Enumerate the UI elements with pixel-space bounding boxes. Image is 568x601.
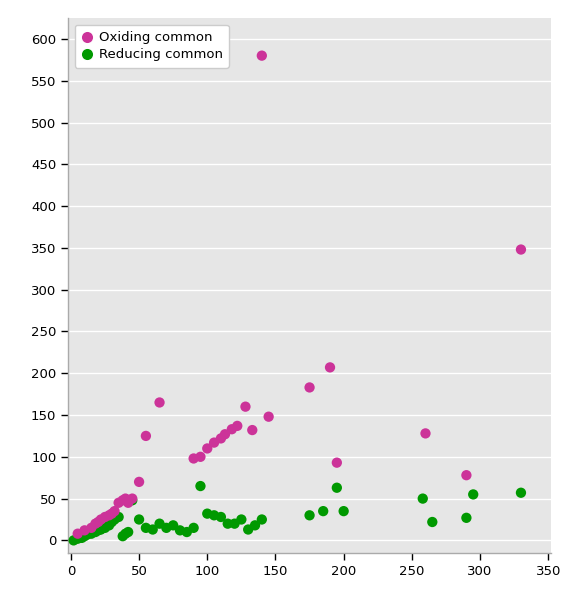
Point [210, 510, 219, 520]
Point [230, 519, 239, 528]
Point [69, 535, 78, 545]
Point [97, 514, 106, 524]
Point [118, 495, 127, 505]
Point [121, 529, 130, 538]
Point [176, 525, 185, 535]
Point [110, 514, 119, 524]
Point [128, 494, 137, 504]
Point [220, 430, 229, 439]
Point [244, 525, 253, 534]
Point [332, 458, 341, 468]
Point [155, 398, 164, 407]
Point [339, 506, 348, 516]
Point [305, 510, 314, 520]
Point [105, 520, 114, 530]
Point [189, 454, 198, 463]
Point [216, 433, 225, 443]
Point [155, 519, 164, 528]
Point [107, 517, 116, 527]
Point [77, 533, 86, 543]
Point [516, 245, 525, 254]
Point [141, 431, 151, 441]
Point [462, 513, 471, 523]
Point [227, 424, 236, 434]
Point [182, 527, 191, 537]
Point [223, 519, 232, 528]
Point [83, 529, 92, 539]
Point [80, 525, 89, 535]
Point [124, 527, 133, 537]
Point [428, 517, 437, 527]
Point [135, 514, 144, 524]
Point [210, 438, 219, 447]
Point [114, 512, 123, 522]
Point [248, 426, 257, 435]
Point [250, 520, 260, 530]
Point [105, 510, 114, 520]
Point [73, 529, 82, 538]
Point [87, 529, 96, 538]
Point [418, 494, 427, 504]
Point [118, 531, 127, 541]
Point [469, 490, 478, 499]
Point [421, 429, 430, 438]
Point [128, 495, 137, 505]
Point [135, 477, 144, 487]
Point [257, 51, 266, 61]
Point [462, 471, 471, 480]
Point [196, 452, 205, 462]
Point [305, 383, 314, 392]
Legend: Oxiding common, Reducing common: Oxiding common, Reducing common [75, 25, 229, 68]
Point [107, 509, 116, 519]
Point [257, 514, 266, 524]
Point [94, 525, 103, 535]
Point [94, 517, 103, 527]
Point [516, 488, 525, 498]
Point [80, 531, 89, 541]
Point [325, 362, 335, 372]
Point [233, 421, 242, 431]
Point [121, 494, 130, 504]
Point [97, 525, 106, 534]
Point [148, 525, 157, 534]
Point [216, 512, 225, 522]
Point [203, 509, 212, 519]
Point [203, 444, 212, 453]
Point [110, 506, 119, 516]
Point [241, 402, 250, 412]
Point [91, 519, 100, 528]
Point [319, 506, 328, 516]
Point [73, 534, 82, 543]
Point [162, 523, 171, 532]
Point [196, 481, 205, 491]
Point [264, 412, 273, 421]
Point [169, 520, 178, 530]
Point [237, 514, 246, 524]
Point [87, 523, 96, 532]
Point [114, 498, 123, 508]
Point [141, 523, 151, 532]
Point [124, 498, 133, 508]
Point [101, 523, 110, 532]
Point [189, 523, 198, 532]
Point [101, 512, 110, 522]
Point [91, 527, 100, 537]
Point [332, 483, 341, 493]
